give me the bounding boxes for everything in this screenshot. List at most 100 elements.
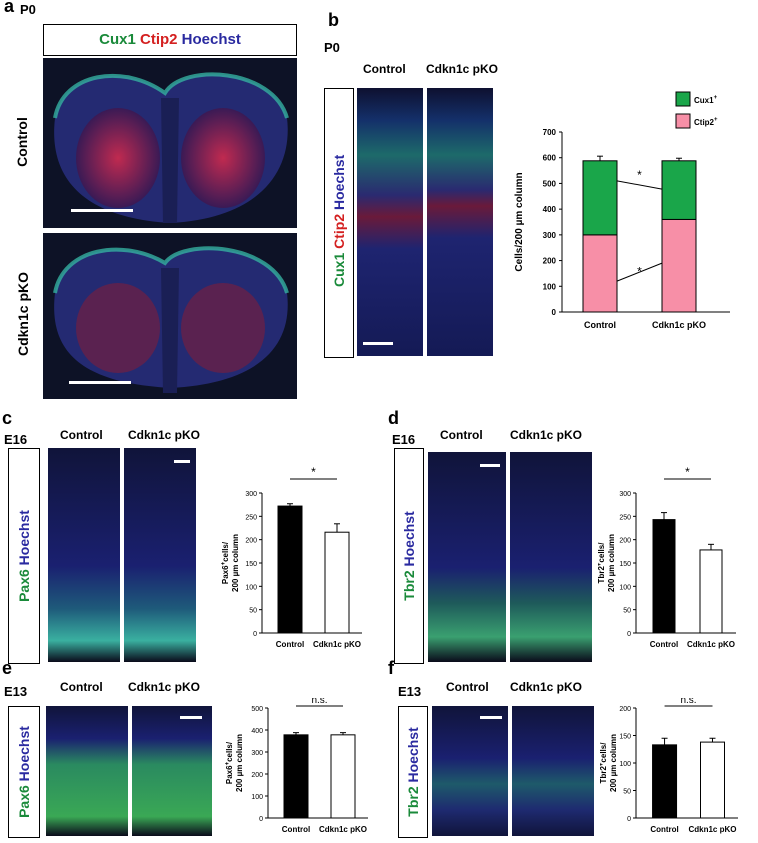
panel-d-stain-label-box: Tbr2 Hoechst [394, 448, 424, 664]
panel-c-col-control: Control [60, 428, 103, 442]
bar [652, 744, 678, 819]
legend-superscript: + [714, 117, 718, 123]
panel-b-stain-cux1: Cux1 [331, 252, 347, 287]
y-axis-label-line2: 200 µm column [235, 734, 244, 792]
y-label-marker: Tbr2 [598, 566, 606, 584]
significance-line [616, 262, 663, 282]
panel-c-chart: 0 50 100 150 200 250 300 Control Cdkn1c pKO * Pax6… [221, 465, 362, 649]
panel-d-stain-marker: Tbr2 [401, 570, 417, 601]
legend-label: Ctip2+ [694, 117, 718, 127]
y-tick-label: 50 [623, 608, 631, 615]
y-tick-label: 600 [543, 154, 557, 163]
stacked-bar-segment [661, 218, 697, 313]
panel-e-scale-bar [180, 716, 202, 719]
y-axis-label: Pax6+cells/200 µm column [225, 734, 244, 792]
y-tick-label: 200 [619, 538, 631, 545]
panel-d-stain-hoechst: Hoechst [401, 511, 417, 567]
bar [330, 734, 356, 819]
panel-f-stain-label-box: Tbr2 Hoechst [398, 706, 428, 838]
x-tick-label: Cdkn1c pKO [319, 825, 367, 834]
y-tick-label: 100 [245, 584, 257, 591]
legend-label: Cux1+ [694, 95, 718, 105]
y-label-marker: Tbr2 [600, 766, 608, 784]
panel-b-col-control: Control [363, 62, 406, 76]
y-label-cells: cells/ [600, 742, 608, 763]
panel-b-stain-label-box: Cux1 Ctip2 Hoechst [324, 88, 354, 358]
y-axis-label: Tbr2+cells/200 µm column [598, 534, 616, 592]
x-tick-label: Cdkn1c pKO [652, 320, 706, 330]
panel-c-col-pko: Cdkn1c pKO [128, 428, 201, 442]
panel-c-scale-bar [174, 460, 190, 463]
x-tick-label: Control [276, 640, 304, 649]
x-tick-label: Cdkn1c pKO [687, 640, 735, 649]
panel-a-letter: a [4, 0, 15, 16]
panel-c-stain-hoechst: Hoechst [16, 510, 32, 566]
x-tick-label: Control [650, 640, 678, 649]
panel-e-col-control: Control [60, 680, 103, 694]
y-axis-label-line1: Tbr2+cells/ [600, 742, 608, 784]
panel-b-control-image [357, 88, 423, 356]
y-label-cells: cells/ [598, 542, 606, 563]
significance-label: n.s. [680, 698, 696, 706]
y-tick-label: 100 [543, 282, 557, 291]
y-tick-label: 0 [627, 631, 631, 638]
y-axis-label: Cells/200 µm column [514, 172, 525, 271]
significance-label: * [311, 465, 316, 479]
significance-label: * [637, 264, 642, 278]
significance-label: * [637, 168, 642, 182]
legend-swatch [675, 113, 691, 129]
panel-b-stage: P0 [324, 40, 340, 55]
panel-f-col-control: Control [446, 680, 489, 694]
y-tick-label: 100 [251, 794, 263, 801]
legend-superscript: + [714, 95, 718, 101]
x-tick-label: Cdkn1c pKO [313, 640, 361, 649]
panel-e-control-image [46, 706, 128, 836]
x-tick-label: Control [650, 825, 678, 834]
panel-f-stage: E13 [398, 684, 422, 699]
panel-b-col-pko: Cdkn1c pKO [426, 62, 499, 76]
y-tick-label: 50 [249, 608, 257, 615]
y-tick-label: 200 [543, 257, 557, 266]
y-tick-label: 500 [251, 706, 263, 713]
panel-d-control-image [428, 452, 506, 662]
panel-e-stain-hoechst: Hoechst [16, 726, 32, 782]
y-axis-label-line1: Pax6+cells/ [221, 541, 230, 584]
stain-ctip2-label: Ctip2 [140, 31, 178, 48]
bar [700, 741, 725, 819]
y-label-cells: cells/ [225, 741, 234, 762]
panel-e-stain-marker: Pax6 [16, 785, 32, 818]
panel-a-row-label-pko: Cdkn1c pKO [15, 272, 31, 357]
panel-d-stage: E16 [392, 432, 416, 447]
significance-line [616, 180, 663, 190]
panel-d-col-pko: Cdkn1c pKO [510, 428, 583, 442]
panel-b-letter: b [328, 10, 339, 30]
panel-e-letter: e [2, 658, 13, 678]
panel-d-scale-bar [480, 464, 500, 467]
panel-d-letter: d [388, 408, 399, 428]
bar [652, 519, 676, 634]
y-tick-label: 500 [543, 179, 557, 188]
y-axis-label-line2: 200 µm column [609, 734, 618, 792]
significance-label: * [685, 465, 690, 479]
panel-a-row-label-control: Control [14, 117, 30, 167]
panel-f-chart: 0 50 100 150 200 Control Cdkn1c pKO n.s. Tbr2+ce… [600, 698, 738, 834]
y-tick-label: 0 [552, 308, 557, 317]
y-tick-label: 0 [253, 631, 257, 638]
bar [283, 734, 309, 819]
panel-c-letter: c [2, 408, 13, 428]
y-tick-label: 50 [623, 789, 631, 796]
y-axis-label-line2: 200 µm column [231, 534, 240, 592]
y-tick-label: 250 [619, 514, 631, 521]
panel-b-stain-hoechst: Hoechst [331, 154, 347, 210]
panel-c-control-image [48, 448, 120, 662]
y-label-superscript: + [600, 762, 605, 766]
x-tick-label: Control [282, 825, 310, 834]
stacked-bar-segment [661, 160, 697, 220]
panel-f-scale-bar [480, 716, 502, 719]
stain-hoechst-label: Hoechst [181, 31, 241, 48]
y-label-superscript: + [225, 761, 231, 765]
y-tick-label: 200 [619, 706, 631, 713]
y-tick-label: 0 [259, 816, 263, 823]
y-tick-label: 100 [619, 584, 631, 591]
panel-a-stain-legend: Cux1 Ctip2 Hoechst [43, 24, 297, 56]
